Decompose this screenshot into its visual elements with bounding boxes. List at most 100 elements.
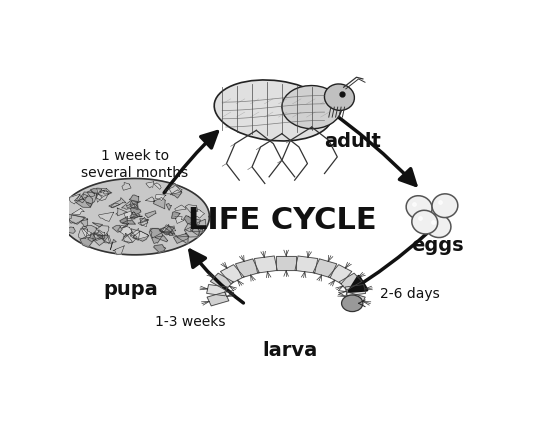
Polygon shape [122, 233, 137, 243]
Polygon shape [163, 227, 174, 235]
Polygon shape [72, 209, 84, 215]
Text: 2-6 days: 2-6 days [380, 286, 439, 300]
Polygon shape [328, 265, 352, 284]
Polygon shape [177, 237, 188, 244]
Polygon shape [122, 201, 138, 210]
Polygon shape [173, 234, 189, 244]
Polygon shape [104, 236, 112, 244]
Ellipse shape [324, 85, 354, 111]
Polygon shape [192, 226, 204, 232]
Polygon shape [138, 221, 148, 226]
Polygon shape [81, 219, 88, 227]
Polygon shape [103, 191, 112, 195]
Polygon shape [124, 212, 133, 220]
Ellipse shape [342, 295, 363, 312]
Polygon shape [60, 179, 210, 255]
Polygon shape [98, 213, 114, 222]
Polygon shape [91, 189, 102, 194]
Polygon shape [166, 204, 171, 211]
Text: adult: adult [324, 132, 381, 150]
Polygon shape [161, 228, 173, 235]
Polygon shape [81, 228, 92, 237]
Polygon shape [345, 285, 366, 296]
Polygon shape [153, 198, 165, 209]
Polygon shape [155, 195, 166, 201]
Polygon shape [150, 229, 163, 239]
Polygon shape [82, 226, 97, 236]
Polygon shape [68, 215, 86, 225]
Ellipse shape [412, 211, 438, 234]
Polygon shape [116, 209, 128, 216]
Polygon shape [96, 226, 109, 236]
Polygon shape [207, 292, 229, 306]
Polygon shape [207, 285, 227, 296]
Polygon shape [118, 226, 133, 237]
Polygon shape [159, 225, 175, 234]
Polygon shape [123, 234, 133, 243]
Polygon shape [169, 233, 178, 237]
Polygon shape [130, 215, 142, 218]
Polygon shape [130, 229, 140, 241]
Polygon shape [87, 191, 95, 197]
Polygon shape [170, 190, 182, 195]
Polygon shape [120, 217, 127, 224]
Text: pupa: pupa [103, 279, 158, 298]
Polygon shape [140, 218, 148, 224]
Polygon shape [149, 229, 163, 244]
Ellipse shape [425, 215, 451, 238]
Polygon shape [96, 190, 109, 201]
Polygon shape [79, 194, 87, 203]
Polygon shape [87, 233, 103, 242]
Polygon shape [210, 273, 233, 291]
Polygon shape [113, 246, 124, 255]
Polygon shape [82, 193, 97, 205]
Polygon shape [185, 224, 193, 232]
Text: LIFE CYCLE: LIFE CYCLE [188, 206, 376, 235]
Polygon shape [175, 206, 186, 211]
Polygon shape [235, 259, 259, 278]
Polygon shape [122, 183, 131, 191]
Polygon shape [313, 259, 337, 278]
Polygon shape [221, 265, 244, 284]
Polygon shape [154, 183, 161, 190]
Ellipse shape [432, 194, 458, 218]
Polygon shape [93, 235, 104, 246]
Polygon shape [153, 245, 166, 253]
Polygon shape [122, 224, 129, 228]
Polygon shape [172, 212, 180, 219]
Polygon shape [145, 211, 156, 218]
Polygon shape [155, 236, 167, 242]
Polygon shape [76, 197, 93, 208]
Text: 1 week to
several months: 1 week to several months [81, 149, 189, 179]
Polygon shape [169, 184, 182, 199]
Polygon shape [295, 256, 318, 273]
Polygon shape [184, 227, 201, 237]
Polygon shape [175, 217, 184, 224]
Polygon shape [161, 225, 175, 233]
Polygon shape [166, 186, 182, 195]
Polygon shape [141, 218, 148, 227]
Polygon shape [255, 256, 277, 273]
Polygon shape [145, 197, 154, 203]
Polygon shape [130, 229, 148, 240]
Polygon shape [130, 212, 138, 219]
Polygon shape [109, 198, 126, 208]
Polygon shape [146, 182, 153, 188]
Polygon shape [111, 204, 120, 208]
Polygon shape [122, 220, 135, 224]
Polygon shape [97, 189, 111, 197]
Polygon shape [191, 219, 200, 225]
Polygon shape [126, 202, 140, 209]
Polygon shape [184, 216, 194, 224]
Polygon shape [94, 230, 104, 239]
Text: eggs: eggs [411, 236, 464, 255]
Text: larva: larva [263, 340, 318, 359]
Polygon shape [93, 223, 103, 227]
Polygon shape [130, 208, 141, 215]
Polygon shape [129, 196, 139, 202]
Polygon shape [97, 234, 109, 244]
Ellipse shape [282, 86, 342, 129]
Polygon shape [343, 292, 365, 306]
Polygon shape [339, 273, 362, 291]
Ellipse shape [406, 196, 432, 220]
